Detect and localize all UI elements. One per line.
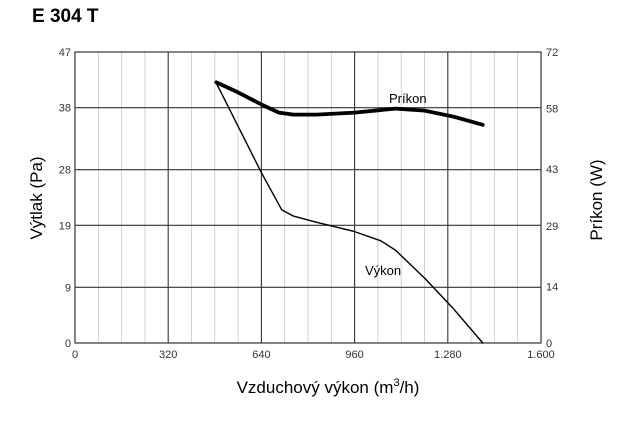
y2-tick-label: 72 <box>546 47 558 59</box>
y-tick-label: 28 <box>59 165 71 177</box>
series-line-príkon <box>214 80 485 127</box>
x-axis-title: Vzduchový výkon (m3/h) <box>237 377 420 397</box>
x-axis-title-sup: 3 <box>393 377 399 389</box>
y2-tick-label: 0 <box>546 338 552 350</box>
y2-axis-title: Príkon (W) <box>587 159 606 240</box>
series-layer: Výkon Príkon <box>214 80 485 344</box>
y-tick-label: 9 <box>65 282 71 294</box>
x-gridlines <box>97 52 519 343</box>
series-label-prikon: Príkon <box>389 91 427 106</box>
y-tick-label: 0 <box>65 338 71 350</box>
x-axis-title-end: /h) <box>400 378 420 397</box>
series-line-výkon <box>215 82 484 344</box>
y-tick-label: 19 <box>59 220 71 232</box>
y-tick-label: 38 <box>59 103 71 115</box>
y2-tick-label: 43 <box>546 164 558 176</box>
x-tick-label: 1.600 <box>527 349 555 361</box>
x-axis-title-main: Vzduchový výkon (m <box>237 378 394 397</box>
x-tick-label: 640 <box>252 349 270 361</box>
y2-tick-label: 29 <box>546 221 558 233</box>
y2-tick-label: 58 <box>546 104 558 116</box>
y2-tick-labels: 0 14 29 43 58 72 <box>546 47 558 350</box>
x-tick-label: 0 <box>72 349 78 361</box>
y-tick-labels: 0 9 19 28 38 47 <box>59 47 71 350</box>
y-gridlines <box>75 107 541 288</box>
y2-tick-label: 14 <box>546 281 558 293</box>
chart-title: E 304 T <box>32 6 99 27</box>
y-axis-title: Výtlak (Pa) <box>27 156 46 239</box>
x-tick-label: 1.280 <box>434 349 462 361</box>
x-tick-labels: 0 320 640 960 1.280 1.600 <box>72 349 555 361</box>
plot-frame <box>74 51 542 344</box>
series-label-vykon: Výkon <box>365 263 401 278</box>
y-tick-label: 47 <box>59 47 71 59</box>
x-tick-label: 320 <box>159 349 177 361</box>
x-tick-label: 960 <box>345 349 363 361</box>
